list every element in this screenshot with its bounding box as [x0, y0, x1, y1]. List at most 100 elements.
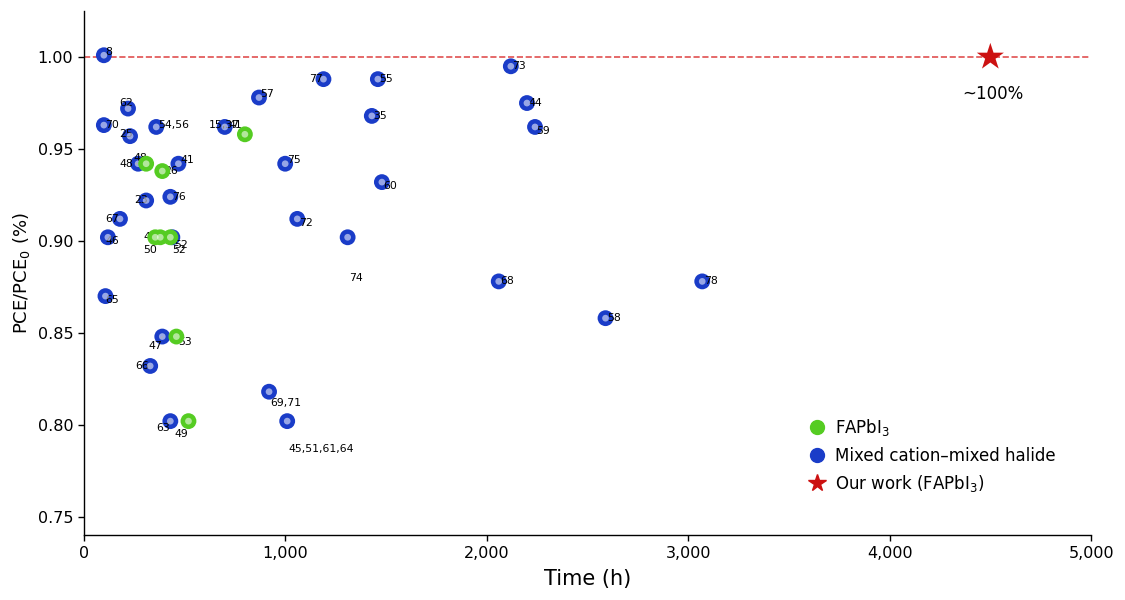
Point — [276, 159, 294, 169]
Text: 77: 77 — [309, 74, 324, 84]
Point — [94, 50, 112, 60]
Point — [216, 122, 234, 132]
Point — [94, 121, 112, 130]
Text: 66: 66 — [135, 361, 151, 371]
Text: 23: 23 — [134, 196, 147, 205]
Text: 35: 35 — [374, 111, 387, 121]
Text: 52: 52 — [172, 245, 186, 255]
Point — [99, 232, 117, 242]
Point — [170, 159, 188, 169]
Text: 54,56: 54,56 — [158, 120, 189, 130]
Text: 68: 68 — [501, 277, 514, 286]
Point — [339, 232, 357, 242]
Point — [163, 232, 181, 242]
Text: 50: 50 — [143, 237, 158, 255]
Point — [369, 74, 387, 84]
Text: 46: 46 — [106, 236, 119, 246]
Point — [129, 159, 147, 169]
Text: 67: 67 — [106, 214, 120, 224]
Point — [161, 232, 179, 242]
Point — [137, 196, 155, 205]
Point — [147, 122, 165, 132]
Point — [288, 214, 306, 224]
Point — [170, 159, 188, 169]
Point — [693, 277, 711, 286]
Text: 58: 58 — [608, 313, 621, 323]
Point — [372, 178, 390, 187]
Point — [288, 214, 306, 224]
Point — [981, 52, 999, 62]
Point — [94, 50, 112, 60]
Text: 69,71: 69,71 — [271, 398, 302, 408]
Point — [151, 232, 169, 242]
Point — [153, 332, 171, 341]
Point — [99, 232, 117, 242]
Point — [180, 416, 198, 426]
Point — [146, 232, 164, 242]
Point — [122, 131, 140, 141]
Point — [372, 178, 390, 187]
Point — [489, 277, 507, 286]
Point — [693, 277, 711, 286]
Text: 57: 57 — [261, 89, 274, 99]
Point — [236, 130, 254, 139]
Point — [250, 93, 268, 103]
Point — [111, 214, 129, 224]
Point — [111, 214, 129, 224]
Point — [137, 159, 155, 169]
Point — [161, 416, 179, 426]
Point — [502, 61, 520, 71]
Text: 52: 52 — [174, 239, 188, 250]
Text: 48: 48 — [133, 153, 147, 164]
Point — [276, 159, 294, 169]
Point — [518, 98, 536, 108]
Text: 49: 49 — [174, 421, 189, 439]
Text: 15,37: 15,37 — [208, 120, 240, 130]
Text: 45,51,61,64: 45,51,61,64 — [289, 444, 354, 454]
Point — [278, 416, 296, 426]
Point — [161, 416, 179, 426]
Point — [129, 159, 147, 169]
Text: 76: 76 — [172, 192, 186, 202]
Text: 26: 26 — [164, 166, 178, 176]
Point — [315, 74, 333, 84]
Legend: FAPbI$_3$, Mixed cation–mixed halide, Our work (FAPbI$_3$): FAPbI$_3$, Mixed cation–mixed halide, Ou… — [802, 410, 1063, 500]
Text: 59: 59 — [537, 125, 550, 136]
Text: 74: 74 — [349, 273, 363, 283]
Text: 8: 8 — [106, 47, 112, 56]
X-axis label: Time (h): Time (h) — [543, 569, 631, 589]
Text: 72: 72 — [299, 218, 313, 227]
Point — [236, 130, 254, 139]
Point — [596, 313, 614, 323]
Point — [153, 332, 171, 341]
Point — [161, 192, 179, 202]
Point — [151, 232, 169, 242]
Point — [489, 277, 507, 286]
Text: 73: 73 — [513, 61, 526, 71]
Text: ~100%: ~100% — [962, 85, 1024, 103]
Point — [137, 196, 155, 205]
Text: 78: 78 — [704, 277, 718, 286]
Point — [142, 361, 160, 371]
Point — [596, 313, 614, 323]
Text: 25: 25 — [119, 130, 133, 139]
Point — [97, 292, 115, 301]
Point — [369, 74, 387, 84]
Point — [518, 98, 536, 108]
Point — [526, 122, 544, 132]
Point — [363, 111, 381, 121]
Text: 60: 60 — [384, 181, 397, 191]
Text: 63: 63 — [156, 421, 170, 433]
Text: 48: 48 — [119, 159, 138, 169]
Point — [153, 166, 171, 176]
Point — [161, 192, 179, 202]
Point — [315, 74, 333, 84]
Point — [142, 361, 160, 371]
Text: 44: 44 — [529, 98, 542, 108]
Point — [339, 232, 357, 242]
Point — [363, 111, 381, 121]
Point — [137, 159, 155, 169]
Point — [260, 387, 278, 397]
Point — [119, 104, 137, 113]
Point — [168, 332, 186, 341]
